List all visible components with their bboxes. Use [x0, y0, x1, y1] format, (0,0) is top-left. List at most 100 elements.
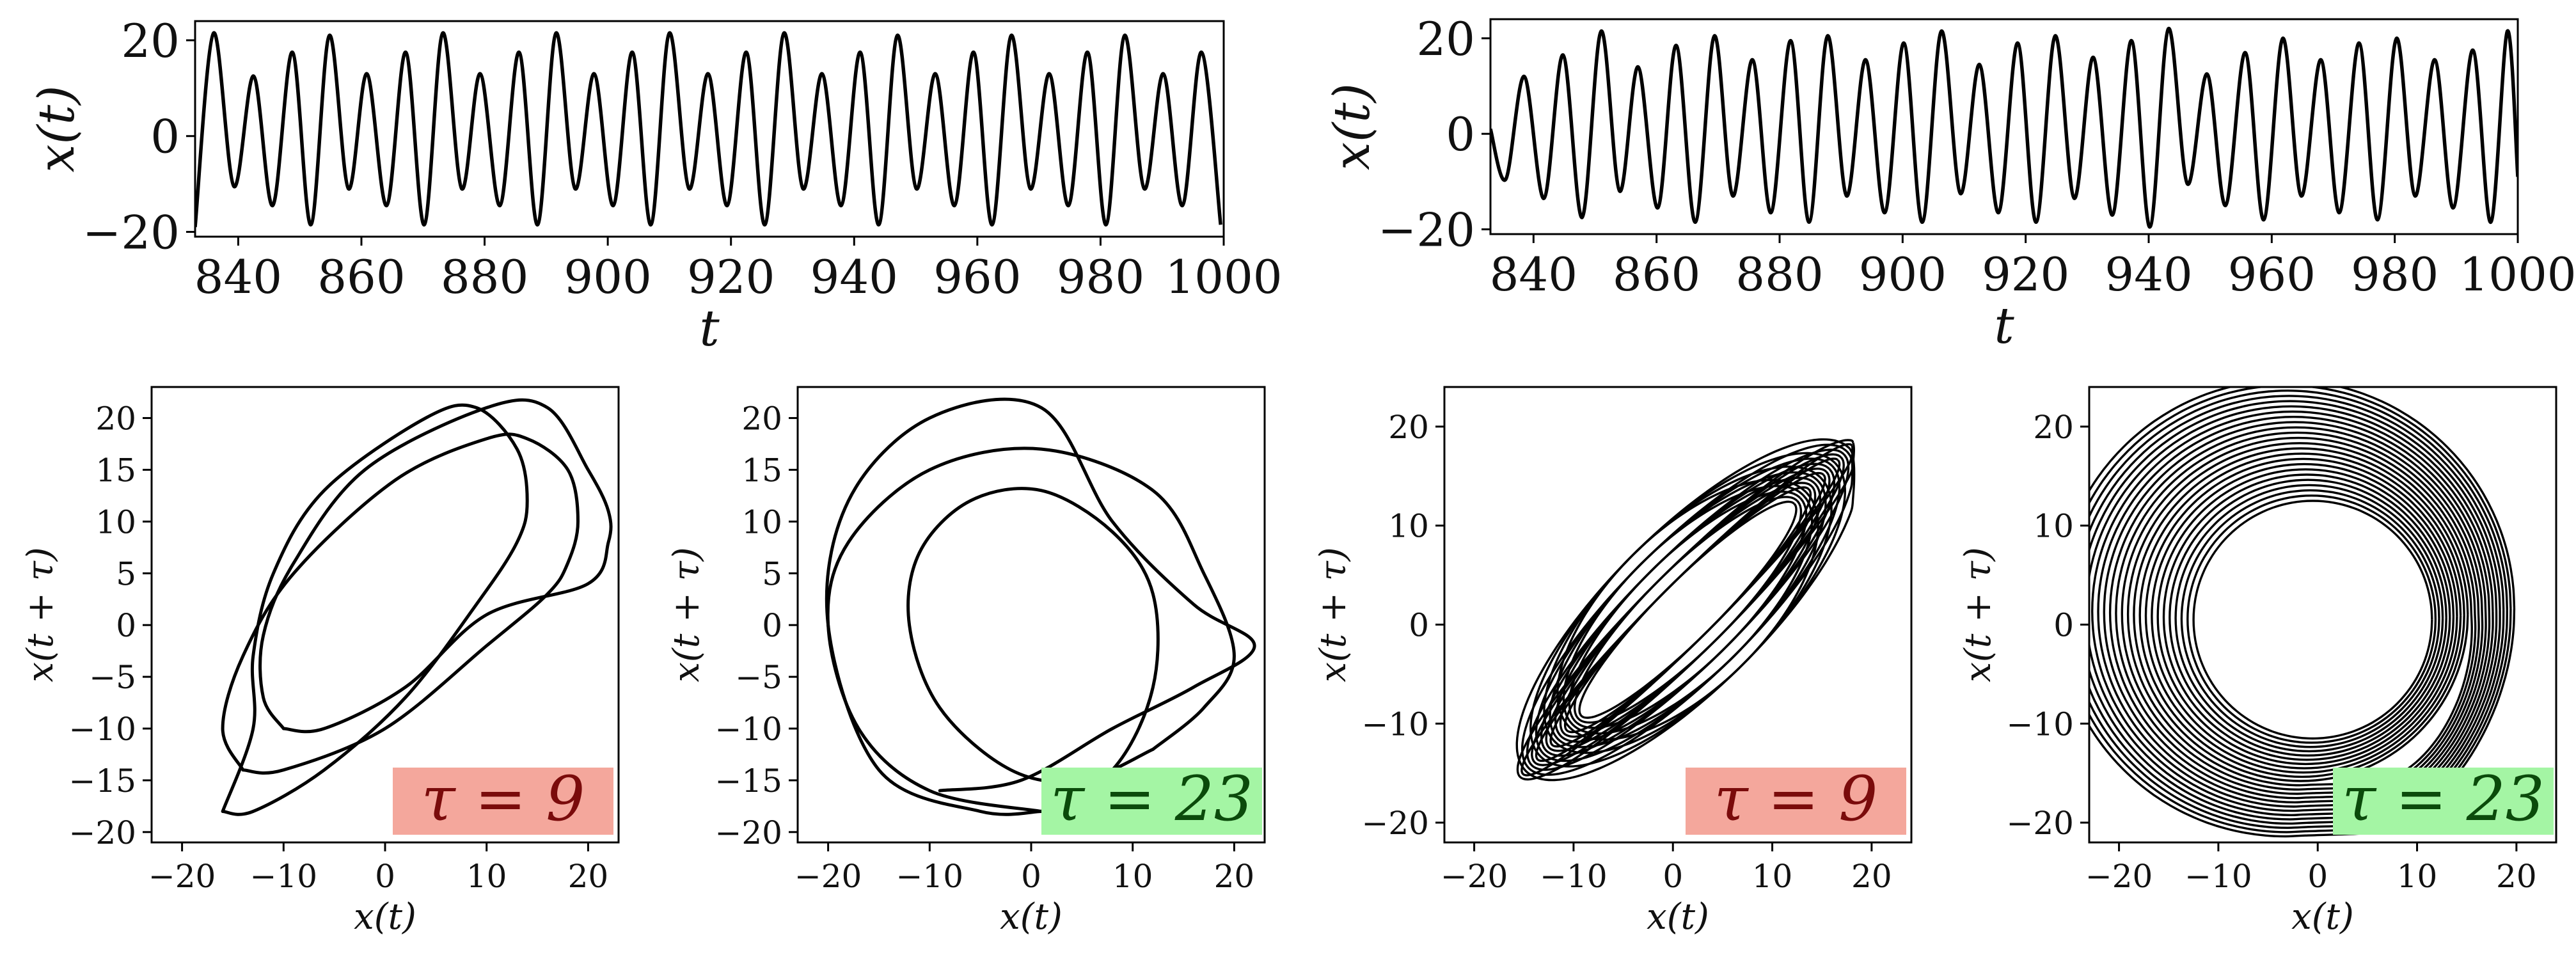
x-axis-label: t	[699, 300, 720, 358]
x-tick-label: 880	[1735, 248, 1823, 301]
attractor-orbit	[1573, 496, 1803, 724]
x-tick-label: 940	[2105, 248, 2192, 301]
series-line	[906, 487, 1160, 813]
x-tick-label: 920	[1982, 248, 2069, 301]
phase-2-plot-area	[825, 397, 1256, 816]
y-tick-label: 5	[116, 555, 136, 592]
x-tick-label: −10	[250, 858, 318, 895]
tau-badge-bg	[393, 768, 613, 835]
x-tick-label: 20	[568, 858, 609, 895]
series-line	[825, 397, 1256, 816]
x-tick-label: 0	[1663, 858, 1683, 895]
attractor-orbit	[1540, 462, 1836, 757]
y-tick-label: 0	[1409, 606, 1429, 643]
x-tick-label: 980	[1057, 250, 1144, 304]
attractor-orbit	[2162, 473, 2451, 761]
x-tick-label: 1000	[2459, 248, 2576, 301]
attractor-orbit	[2186, 494, 2437, 744]
y-axis-label: x(t)	[28, 85, 86, 172]
attractor-orbit	[2133, 447, 2469, 782]
tau-badge: τ = 23	[1041, 763, 1262, 835]
y-tick-label: 0	[150, 110, 180, 164]
x-tick-label: −20	[2085, 858, 2153, 895]
attractor-orbit	[2192, 500, 2433, 740]
ts-left-frame	[194, 20, 1225, 238]
tau-badge-bg	[1041, 768, 1262, 835]
y-axis-label: x(t + τ)	[1313, 547, 1354, 682]
x-tick-label: 960	[2228, 248, 2316, 301]
attractor-orbit	[2126, 442, 2473, 787]
ts-right-plot-area	[1490, 27, 2518, 229]
y-tick-label: −5	[735, 659, 782, 696]
phase-1-plot-area	[221, 398, 613, 816]
y-tick-label: −10	[1361, 706, 1429, 743]
series-line	[826, 446, 1236, 813]
tau-badge-label: τ = 23	[1050, 763, 1253, 835]
phase-3-panel: −20 −10 0 10 20 20 10 0 −10 −20 x(t) x(t + τ) τ = 9	[1313, 386, 1913, 938]
y-tick-label: −15	[68, 762, 136, 800]
x-tick-label: 980	[2351, 248, 2438, 301]
attractor-orbit	[2156, 468, 2455, 766]
x-tick-label: 900	[564, 250, 651, 304]
tau-badge-bg	[1686, 768, 1906, 835]
y-tick-label: 10	[1388, 508, 1429, 545]
tau-badge-label: τ = 23	[2342, 763, 2545, 835]
y-axis-label: x(t)	[1324, 83, 1381, 170]
phase-3-frame	[1443, 386, 1913, 844]
x-tick-label: −10	[896, 858, 964, 895]
attractor-orbit	[2151, 462, 2458, 770]
x-tick-label: 860	[317, 250, 405, 304]
attractor-orbit	[1526, 448, 1850, 771]
phase-1-panel: −20 −10 0 10 20 20 15 10 5 0 −5 −10 −15 −20 x(t) x(t + …	[20, 386, 620, 938]
attractor-orbit	[1562, 485, 1813, 735]
attractor-orbit	[1515, 438, 1856, 782]
y-tick-label: −20	[715, 814, 782, 851]
x-tick-label: 10	[466, 858, 507, 895]
y-tick-label: −20	[1378, 203, 1475, 257]
attractor-orbit	[1578, 500, 1798, 719]
attractor-orbit	[2138, 452, 2465, 778]
x-tick-label: 20	[2496, 858, 2537, 895]
x-tick-label: −20	[148, 858, 216, 895]
x-tick-label: −10	[1540, 858, 1608, 895]
x-tick-label: −10	[2185, 858, 2252, 895]
phase-3-plot-area	[1515, 438, 1856, 782]
phase-2-panel: −20 −10 0 10 20 20 15 10 5 0 −5 −10 −15 −20 x(t) x(t + …	[666, 386, 1266, 938]
attractor-orbit	[2169, 478, 2447, 757]
attractor-orbit	[1521, 443, 1854, 777]
tau-badge-label: τ = 9	[422, 763, 585, 835]
y-tick-label: −20	[68, 814, 136, 851]
x-axis-label: x(t)	[354, 896, 416, 938]
x-tick-label: −20	[1441, 858, 1508, 895]
y-tick-label: 10	[741, 503, 782, 541]
series-line	[258, 398, 613, 734]
ts-left-panel: 840 860 880 900 920 940 960 980 1000 20 0 −20 t x(t)	[28, 14, 1283, 358]
x-tick-label: 0	[2307, 858, 2328, 895]
x-axis-label: x(t)	[2291, 896, 2354, 938]
y-tick-label: 0	[2053, 606, 2074, 643]
x-tick-label: 10	[2397, 858, 2438, 895]
y-tick-label: −5	[89, 659, 136, 696]
attractor-orbit	[1554, 477, 1822, 743]
attractor-orbit	[2121, 436, 2477, 791]
tau-badge: τ = 9	[393, 763, 613, 835]
attractor-orbit	[2180, 489, 2440, 748]
series-line	[221, 432, 580, 775]
y-tick-label: 10	[95, 503, 136, 541]
x-axis-label: x(t)	[1647, 896, 1709, 938]
x-tick-label: 860	[1613, 248, 1700, 301]
attractor-orbit	[1568, 491, 1808, 729]
ts-left-plot-area	[195, 31, 1222, 228]
attractor-orbit	[1556, 478, 1819, 741]
y-axis-label: x(t + τ)	[1957, 547, 1999, 682]
x-tick-label: 10	[1112, 858, 1153, 895]
x-tick-label: 940	[810, 250, 898, 304]
x-axis-label: x(t)	[1000, 896, 1063, 938]
x-tick-label: 880	[441, 250, 528, 304]
y-tick-label: 20	[1388, 409, 1429, 446]
x-tick-label: 960	[933, 250, 1021, 304]
ts-right-panel: 840 860 880 900 920 940 960 980 1000 20 0 −20 t x(t)	[1324, 12, 2576, 355]
y-tick-label: 20	[121, 14, 180, 68]
tau-badge-bg	[2333, 768, 2554, 835]
